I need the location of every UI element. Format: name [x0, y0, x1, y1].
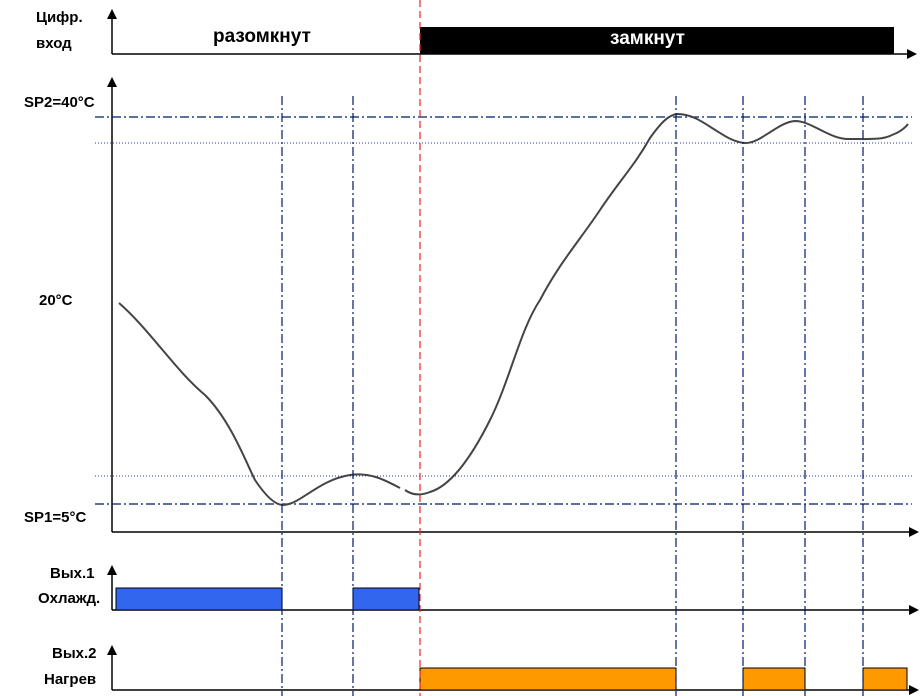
closed-state-bar — [420, 27, 894, 54]
heating-on-bar-1 — [419, 667, 677, 691]
mid-temperature-label: 20°C — [39, 292, 73, 309]
output2-label-line2: Нагрев — [44, 671, 97, 688]
digital-input-label-line2: вход — [36, 35, 72, 52]
digital-input-label-line1: Цифр. — [36, 9, 83, 26]
sp1-label: SP1=5°C — [24, 509, 87, 526]
state-closed-label: замкнут — [610, 28, 685, 49]
sp2-label: SP2=40°C — [24, 94, 95, 111]
output2-label-line1: Вых.2 — [52, 645, 97, 662]
cooling-on-bar-1 — [115, 587, 283, 611]
heating-on-bar-3 — [862, 667, 908, 691]
cooling-on-bar-2 — [352, 587, 420, 611]
output1-label-line2: Охлажд. — [38, 590, 101, 607]
state-open-label: разомкнут — [213, 26, 311, 47]
temperature-curve — [118, 112, 909, 507]
heating-on-bar-2 — [742, 667, 806, 691]
output1-label-line1: Вых.1 — [50, 565, 95, 582]
